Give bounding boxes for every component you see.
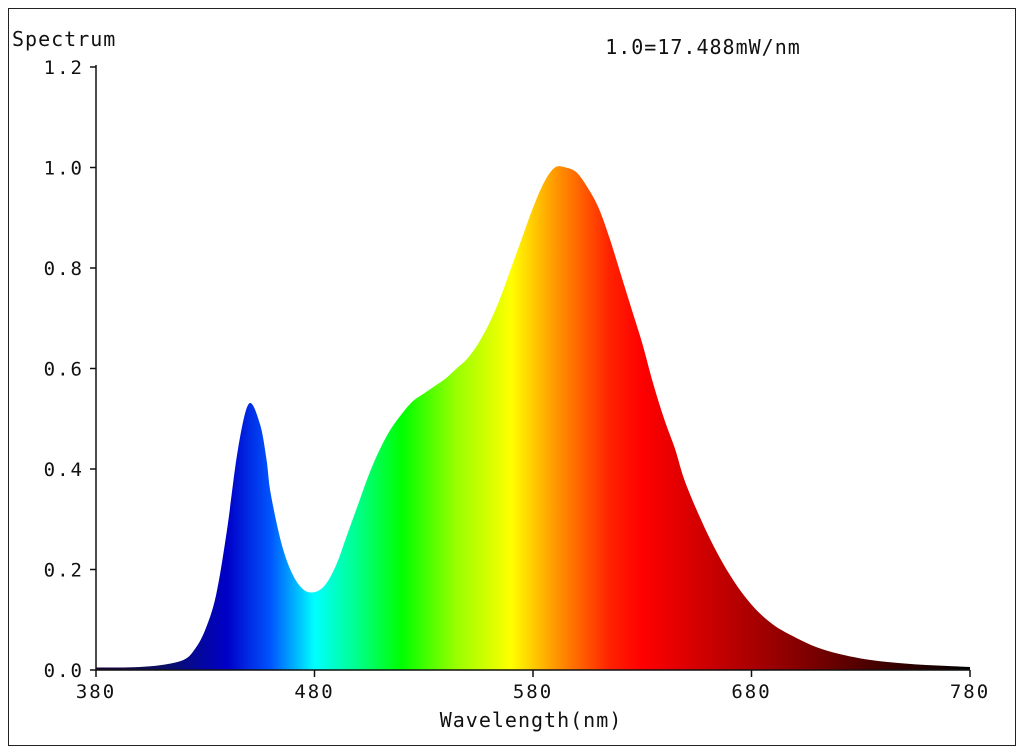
y-tick-label: 0.0: [44, 660, 84, 682]
y-tick-label: 0.4: [44, 459, 84, 481]
scale-annotation: 1.0=17.488mW/nm: [605, 35, 801, 59]
x-axis-title: Wavelength(nm): [440, 708, 623, 732]
x-axis-ticks: 380 480 580 680 780: [76, 670, 990, 703]
y-tick-label: 0.6: [44, 359, 84, 381]
x-tick-label: 680: [731, 681, 771, 703]
x-tick-label: 380: [76, 681, 116, 703]
x-tick-label: 780: [950, 681, 990, 703]
y-tick-label: 1.2: [44, 57, 84, 79]
spectrum-area: [96, 166, 970, 670]
x-tick-label: 480: [294, 681, 334, 703]
x-tick-label: 580: [513, 681, 553, 703]
y-axis-ticks: 0.0 0.2 0.4 0.6 0.8 1.0 1.2: [44, 57, 96, 682]
y-tick-label: 0.8: [44, 258, 84, 280]
y-tick-label: 0.2: [44, 560, 84, 582]
y-tick-label: 1.0: [44, 158, 84, 180]
y-axis-title: Spectrum: [12, 27, 116, 51]
